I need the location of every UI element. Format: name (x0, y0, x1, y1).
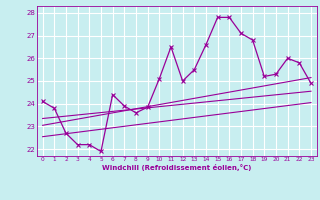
X-axis label: Windchill (Refroidissement éolien,°C): Windchill (Refroidissement éolien,°C) (102, 164, 252, 171)
